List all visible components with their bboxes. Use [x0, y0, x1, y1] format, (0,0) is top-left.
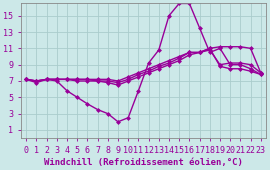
X-axis label: Windchill (Refroidissement éolien,°C): Windchill (Refroidissement éolien,°C) [44, 158, 243, 167]
